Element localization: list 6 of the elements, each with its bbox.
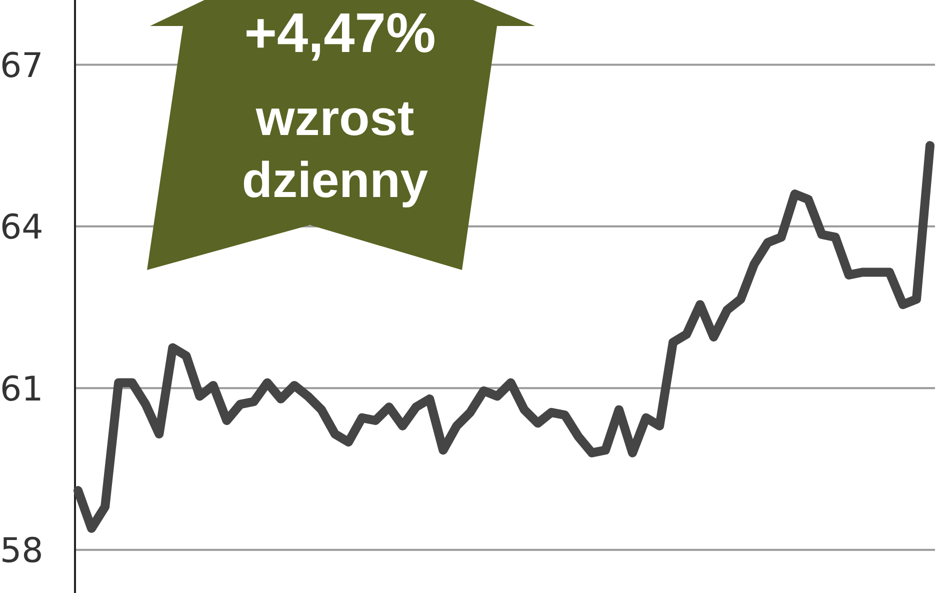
y-tick-label: 58 bbox=[0, 531, 44, 572]
y-tick-label: 64 bbox=[0, 208, 44, 248]
annotation: wzrost dzienny bbox=[242, 90, 428, 208]
annotation: +4,47% bbox=[244, 1, 436, 64]
y-tick-label: 67 bbox=[0, 46, 44, 86]
y-tick-label: 61 bbox=[0, 369, 44, 410]
